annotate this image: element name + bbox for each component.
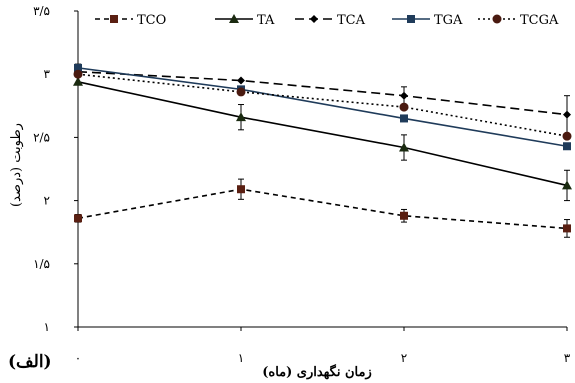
legend-marker-tca [310, 15, 318, 23]
data-point-tco [237, 185, 245, 194]
data-point-tcga [399, 102, 409, 112]
x-tick-label: ۰ [75, 351, 81, 365]
series-line-ta [77, 81, 568, 187]
legend-marker-tcga [492, 14, 502, 24]
data-point-tga [563, 142, 571, 151]
y-tick-label: ۳ [44, 67, 51, 81]
data-point-tca [400, 91, 408, 100]
legend-marker-tga [407, 15, 415, 23]
series-ta [73, 76, 572, 202]
legend-label-tcga: TCGA [520, 13, 559, 28]
legend-item-ta: TA [215, 13, 275, 28]
x-tick-label: ۱ [238, 351, 244, 365]
data-point-tca [237, 76, 245, 85]
legend-item-tco: TCO [95, 13, 166, 28]
data-point-tga [400, 114, 408, 123]
legend-marker-ta [229, 14, 239, 23]
data-point-ta [399, 142, 409, 152]
y-tick-label: ۳/۵ [33, 4, 50, 18]
data-point-ta [73, 76, 83, 86]
legend-item-tcga: TCGA [478, 13, 559, 28]
series-line-tca [77, 70, 568, 116]
data-point-tcga [73, 69, 83, 79]
chart-legend: TCO TA TCA TGA TCGA [95, 13, 559, 28]
y-tick-label: ۱/۵ [33, 257, 50, 271]
x-tick-label: ۳ [564, 351, 571, 365]
y-axis-label: رطوبت (درصد) [9, 123, 24, 207]
data-point-tco [563, 224, 571, 233]
series-tcga [73, 69, 572, 141]
data-point-tca [563, 110, 571, 119]
panel-label: (الف) [8, 352, 52, 372]
data-point-tco [400, 211, 408, 220]
data-point-tcga [236, 87, 246, 97]
series-line-tco [77, 188, 568, 230]
legend-item-tga: TGA [392, 13, 463, 28]
series-line-tcga [77, 73, 568, 137]
legend-label-tga: TGA [434, 13, 463, 28]
series-layer [73, 63, 572, 238]
legend-label-tca: TCA [337, 13, 366, 28]
data-point-ta [562, 180, 572, 190]
data-point-tga [74, 63, 82, 72]
data-point-tcga [562, 131, 572, 141]
y-tick-label: ۱ [44, 320, 50, 334]
legend-item-tca: TCA [295, 13, 366, 28]
x-tick-label: ۲ [401, 351, 407, 365]
data-point-tco [74, 214, 82, 223]
x-axis-label: زمان نگهداری (ماه) [262, 363, 372, 380]
y-tick-label: ۲ [44, 194, 50, 208]
series-tco [74, 178, 571, 238]
legend-label-ta: TA [257, 13, 275, 28]
chart-axes: ۱ ۱/۵ ۲ ۲/۵ ۳ ۳/۵ ۰ ۱ ۲ ۳ [33, 4, 571, 365]
data-point-ta [236, 112, 246, 122]
series-line-tga [77, 67, 568, 148]
legend-label-tco: TCO [137, 13, 166, 28]
y-tick-label: ۲/۵ [33, 130, 50, 144]
legend-marker-tco [110, 15, 118, 23]
